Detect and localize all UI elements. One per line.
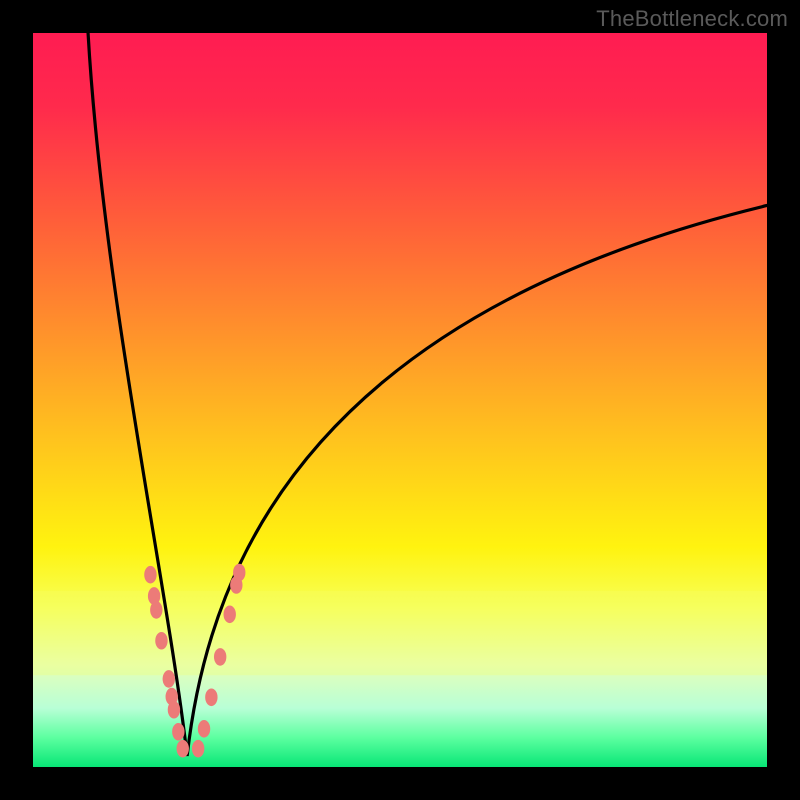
data-markers	[144, 564, 245, 758]
bottleneck-curve	[88, 33, 767, 756]
data-marker	[205, 688, 217, 706]
data-marker	[155, 632, 167, 650]
data-marker	[163, 670, 175, 688]
data-marker	[192, 740, 204, 758]
plot-background	[33, 33, 767, 767]
plot-light-band	[33, 591, 767, 675]
watermark-text: TheBottleneck.com	[596, 6, 788, 32]
data-marker	[168, 701, 180, 719]
data-marker	[150, 601, 162, 619]
chart-svg	[0, 0, 800, 800]
data-marker	[144, 566, 156, 584]
data-marker	[198, 720, 210, 738]
data-marker	[230, 576, 242, 594]
data-marker	[166, 688, 178, 706]
data-marker	[214, 648, 226, 666]
data-marker	[233, 564, 245, 582]
data-marker	[224, 606, 236, 624]
data-marker	[177, 740, 189, 758]
chart-stage: TheBottleneck.com	[0, 0, 800, 800]
data-marker	[172, 723, 184, 741]
data-marker	[148, 587, 160, 605]
